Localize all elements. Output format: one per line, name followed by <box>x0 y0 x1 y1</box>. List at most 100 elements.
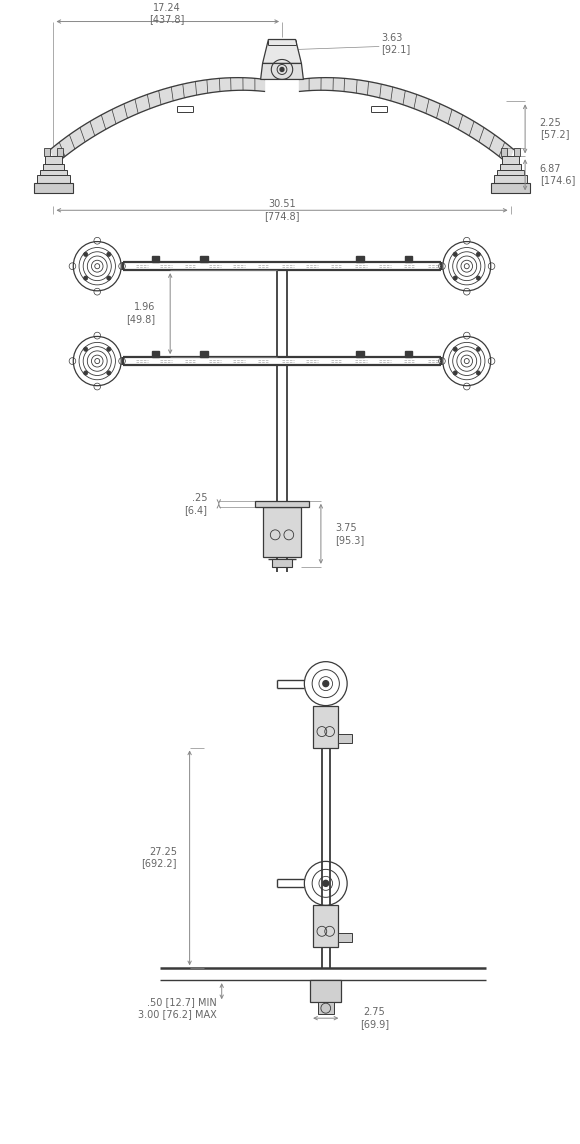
Polygon shape <box>76 129 82 144</box>
Polygon shape <box>446 109 451 124</box>
Polygon shape <box>340 78 342 92</box>
Bar <box>255 501 309 507</box>
Circle shape <box>453 276 457 280</box>
Polygon shape <box>201 80 203 94</box>
Polygon shape <box>327 78 328 90</box>
Bar <box>514 149 520 157</box>
Polygon shape <box>59 142 65 157</box>
Polygon shape <box>365 81 367 95</box>
Polygon shape <box>111 110 116 125</box>
Bar <box>310 980 341 1002</box>
Polygon shape <box>226 78 228 90</box>
Polygon shape <box>448 110 453 125</box>
Polygon shape <box>246 78 248 90</box>
Polygon shape <box>215 79 217 92</box>
Polygon shape <box>499 142 506 157</box>
Polygon shape <box>346 79 348 92</box>
Polygon shape <box>487 134 494 149</box>
Polygon shape <box>253 78 254 90</box>
Polygon shape <box>165 88 169 103</box>
Polygon shape <box>465 119 470 134</box>
Polygon shape <box>306 79 307 90</box>
Polygon shape <box>487 133 492 148</box>
Circle shape <box>453 252 457 256</box>
Polygon shape <box>329 78 330 90</box>
Polygon shape <box>381 85 383 98</box>
Polygon shape <box>489 135 495 150</box>
Polygon shape <box>97 117 103 132</box>
Polygon shape <box>467 120 473 135</box>
Polygon shape <box>420 97 425 112</box>
Polygon shape <box>231 78 232 90</box>
Polygon shape <box>119 105 124 120</box>
Polygon shape <box>401 90 404 104</box>
Polygon shape <box>299 79 300 92</box>
Bar <box>34 183 73 193</box>
Polygon shape <box>88 122 94 137</box>
Polygon shape <box>52 148 58 162</box>
Polygon shape <box>426 100 430 114</box>
Polygon shape <box>316 78 317 90</box>
Polygon shape <box>468 121 474 136</box>
Polygon shape <box>427 100 432 114</box>
Bar <box>313 905 338 947</box>
Polygon shape <box>443 106 448 121</box>
Polygon shape <box>317 78 318 90</box>
Circle shape <box>84 371 88 375</box>
Polygon shape <box>194 81 197 95</box>
Polygon shape <box>130 101 135 116</box>
Bar <box>40 170 67 175</box>
Polygon shape <box>81 126 87 141</box>
Polygon shape <box>437 104 443 119</box>
Polygon shape <box>83 125 89 140</box>
Polygon shape <box>380 85 382 98</box>
Polygon shape <box>137 98 142 112</box>
Polygon shape <box>469 121 475 136</box>
Polygon shape <box>208 79 210 93</box>
Polygon shape <box>184 84 187 97</box>
Polygon shape <box>218 79 220 92</box>
Polygon shape <box>374 82 376 97</box>
Polygon shape <box>103 113 109 128</box>
Bar <box>152 256 160 262</box>
Polygon shape <box>354 79 356 93</box>
Polygon shape <box>185 84 188 97</box>
Polygon shape <box>428 100 432 114</box>
Polygon shape <box>91 120 97 135</box>
Polygon shape <box>168 88 171 102</box>
Bar <box>263 507 302 557</box>
Polygon shape <box>325 78 327 90</box>
Polygon shape <box>128 102 133 117</box>
Polygon shape <box>166 88 170 102</box>
Bar <box>338 733 352 742</box>
Polygon shape <box>320 78 321 90</box>
Polygon shape <box>213 79 215 93</box>
Polygon shape <box>496 141 503 154</box>
Polygon shape <box>355 80 357 93</box>
Polygon shape <box>263 79 264 92</box>
Polygon shape <box>368 81 371 96</box>
Polygon shape <box>146 95 150 109</box>
Polygon shape <box>157 92 160 105</box>
Polygon shape <box>454 113 459 128</box>
Polygon shape <box>491 136 498 151</box>
Polygon shape <box>463 118 469 133</box>
Polygon shape <box>252 78 253 90</box>
Circle shape <box>476 347 480 351</box>
Text: 17.24
[437.8]: 17.24 [437.8] <box>150 2 185 24</box>
Polygon shape <box>400 89 403 104</box>
Text: .50 [12.7] MIN
3.00 [76.2] MAX: .50 [12.7] MIN 3.00 [76.2] MAX <box>138 998 217 1019</box>
Polygon shape <box>433 103 438 117</box>
Polygon shape <box>431 102 436 117</box>
Polygon shape <box>212 79 213 93</box>
Polygon shape <box>339 78 340 92</box>
Text: 1.96
[49.8]: 1.96 [49.8] <box>126 302 155 324</box>
Polygon shape <box>473 124 479 138</box>
Bar <box>313 706 338 747</box>
Polygon shape <box>459 116 465 130</box>
Polygon shape <box>92 120 97 135</box>
Polygon shape <box>403 90 407 105</box>
Polygon shape <box>259 79 260 92</box>
Polygon shape <box>179 85 182 98</box>
Polygon shape <box>461 117 467 132</box>
